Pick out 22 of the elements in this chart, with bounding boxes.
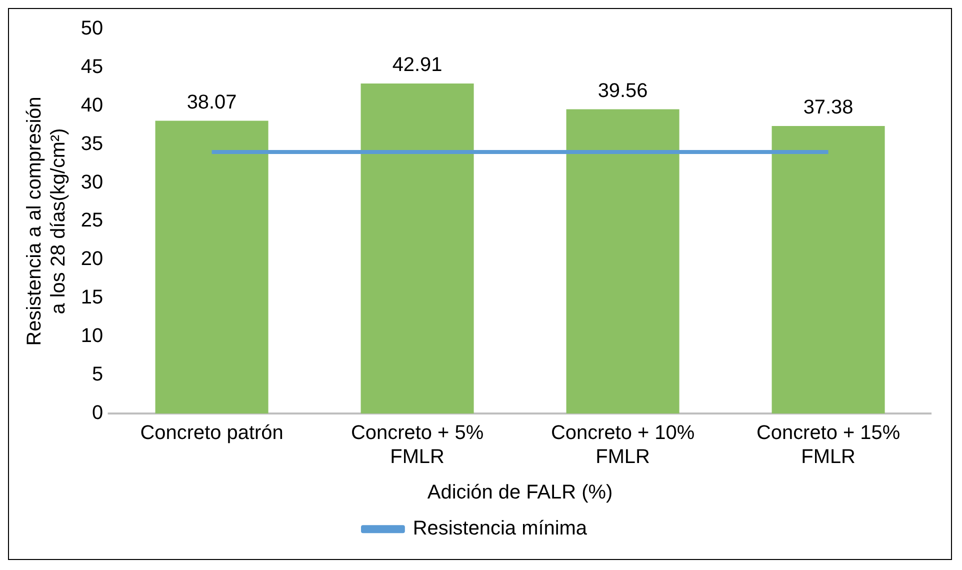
y-tick-label: 30 bbox=[80, 171, 104, 194]
x-tick-label: Concreto patrón bbox=[140, 422, 284, 444]
y-axis-title: Resistencia a al compresión a los 28 días(kg/cm²) bbox=[23, 96, 70, 346]
y-tick-label: 0 bbox=[92, 402, 104, 424]
data-label: 38.07 bbox=[186, 91, 237, 114]
x-tick-label: Concreto + 5% FMLR bbox=[351, 422, 484, 468]
x-tick-label: Concreto + 10% FMLR bbox=[550, 422, 695, 468]
x-tick-label: Concreto + 15% FMLR bbox=[756, 422, 900, 468]
y-tick-label: 35 bbox=[80, 132, 104, 155]
y-tick-label: 40 bbox=[80, 94, 104, 116]
y-tick-label: 25 bbox=[80, 210, 104, 232]
y-tick-label: 20 bbox=[80, 248, 104, 270]
data-label: 39.56 bbox=[598, 80, 648, 102]
data-label: 37.38 bbox=[803, 96, 854, 119]
y-tick-label: 10 bbox=[80, 325, 104, 348]
y-tick-label: 15 bbox=[80, 286, 104, 309]
data-label: 42.91 bbox=[392, 54, 442, 76]
legend-label: Resistencia mínima bbox=[412, 518, 588, 540]
y-tick-label: 45 bbox=[80, 56, 104, 78]
y-tick-label: 50 bbox=[80, 17, 104, 40]
x-axis-title: Adición de FALR (%) bbox=[427, 482, 613, 504]
y-tick-label: 5 bbox=[92, 364, 104, 386]
